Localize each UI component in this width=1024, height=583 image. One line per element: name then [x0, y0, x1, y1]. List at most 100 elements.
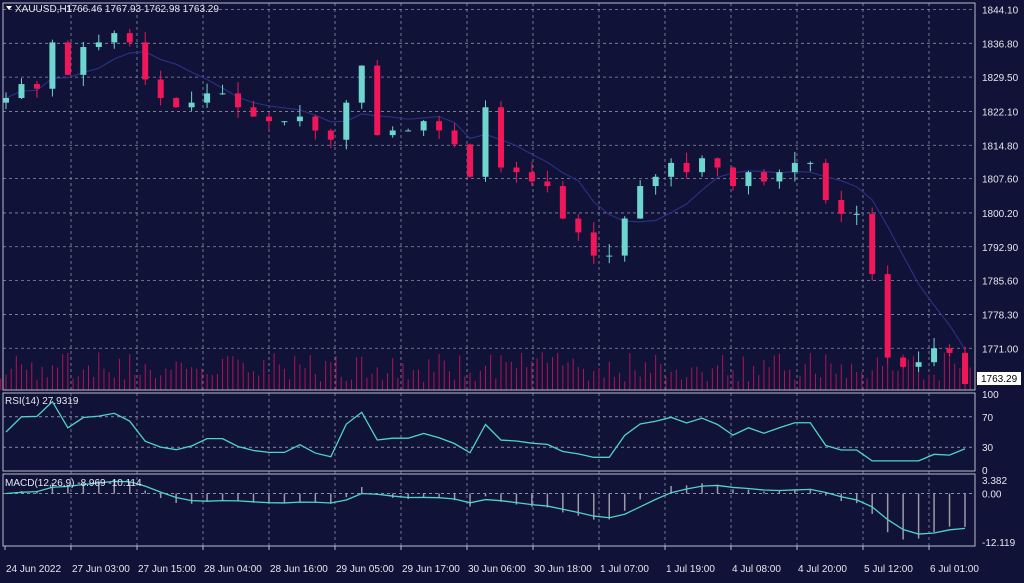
- candle-body: [590, 232, 597, 256]
- rsi-tick-label: 0: [982, 466, 988, 477]
- candle-body: [451, 130, 458, 145]
- candle-body: [142, 42, 149, 80]
- symbol-header: XAUUSD,H1: [15, 4, 73, 15]
- candle-body: [838, 199, 845, 214]
- candle-body: [699, 158, 706, 173]
- ohlc-header: 1766.46 1767.93 1762.98 1763.29: [66, 4, 219, 15]
- candle-body: [745, 172, 752, 187]
- candle-body: [760, 172, 767, 182]
- candle-body: [49, 42, 56, 89]
- candle-body: [436, 121, 443, 131]
- candle-body: [296, 116, 303, 122]
- candle-body: [776, 172, 783, 182]
- macd-frame: [2, 473, 976, 547]
- time-tick-label: 30 Jun 18:00: [534, 564, 592, 575]
- macd-panel: [5, 479, 966, 540]
- candle-body: [791, 162, 798, 173]
- candle-body: [18, 84, 25, 99]
- macd-tick-label: 0.00: [982, 490, 1002, 501]
- candle-body: [915, 362, 922, 367]
- candle-body: [528, 172, 535, 182]
- time-tick-label: 29 Jun 05:00: [336, 564, 394, 575]
- candle-body: [3, 98, 9, 103]
- candle-body: [157, 79, 164, 99]
- candle-body: [606, 255, 613, 257]
- candle-body: [420, 121, 427, 131]
- rsi-label: RSI(14) 27.9319: [5, 396, 79, 407]
- candle-body: [33, 84, 40, 89]
- candle-body: [807, 162, 814, 164]
- panel-frames: [2, 2, 976, 547]
- rsi-tick-label: 70: [982, 413, 994, 424]
- candle-body: [467, 144, 474, 177]
- time-tick-label: 27 Jun 03:00: [72, 564, 130, 575]
- moving-average: [5, 51, 966, 350]
- candle-body: [265, 116, 272, 122]
- time-tick-label: 1 Jul 07:00: [600, 564, 649, 575]
- candle-body: [250, 107, 257, 117]
- candle-body: [513, 167, 520, 173]
- candle-body: [853, 213, 860, 215]
- rsi-tick-label: 100: [982, 390, 999, 401]
- candle-body: [946, 348, 953, 353]
- candle-body: [374, 65, 381, 136]
- candle-body: [343, 102, 350, 140]
- price-tick-label: 1829.50: [982, 73, 1019, 84]
- time-tick-label: 30 Jun 06:00: [468, 564, 526, 575]
- time-tick-label: 5 Jul 12:00: [864, 564, 913, 575]
- candle-body: [80, 47, 87, 75]
- time-tick-label: 27 Jun 15:00: [138, 564, 196, 575]
- macd-signal-line: [5, 480, 966, 535]
- time-tick-label: 24 Jun 2022: [6, 564, 61, 575]
- candle-body: [173, 98, 180, 108]
- candle-body: [962, 352, 968, 385]
- candle-body: [668, 162, 675, 177]
- candle-body: [900, 357, 907, 367]
- rsi-frame: [2, 392, 976, 472]
- main-frame: [2, 2, 976, 391]
- rsi-line: [5, 400, 966, 462]
- price-tick-label: 1792.90: [982, 243, 1019, 254]
- candle-body: [729, 167, 736, 187]
- current-price-marker: [977, 372, 1021, 385]
- axes: 1844.10 1836.80 1829.50 1822.10 1814.80 1807.…: [4, 5, 1019, 575]
- rsi-tick-label: 30: [982, 443, 994, 454]
- candle-body: [95, 42, 102, 48]
- price-tick-label: 1807.60: [982, 175, 1019, 186]
- candle-body: [64, 42, 71, 75]
- candle-body: [869, 213, 876, 275]
- dropdown-triangle-icon[interactable]: [6, 6, 12, 10]
- time-tick-label: 1 Jul 19:00: [666, 564, 715, 575]
- candle-body: [111, 33, 118, 43]
- ma-line: [5, 51, 966, 350]
- candle-body: [126, 33, 133, 43]
- candles: [3, 29, 968, 385]
- price-tick-label: 1814.80: [982, 141, 1019, 152]
- candle-body: [188, 102, 195, 108]
- time-tick-label: 29 Jun 17:00: [402, 564, 460, 575]
- candle-body: [235, 93, 242, 108]
- candle-body: [621, 218, 628, 256]
- price-tick-label: 1771.00: [982, 344, 1019, 355]
- candle-body: [637, 186, 644, 219]
- candle-body: [219, 93, 226, 95]
- volume-bars: [0, 352, 971, 390]
- candle-body: [327, 130, 334, 140]
- candle-body: [482, 107, 489, 177]
- time-tick-label: 28 Jun 16:00: [270, 564, 328, 575]
- candle-body: [652, 176, 659, 187]
- time-tick-label: 28 Jun 04:00: [204, 564, 262, 575]
- candle-body: [204, 93, 211, 103]
- rsi-panel: [5, 400, 966, 462]
- current-price-label: 1763.29: [981, 374, 1018, 385]
- candle-body: [358, 65, 365, 103]
- candle-body: [575, 218, 582, 233]
- candle-body: [559, 186, 566, 219]
- price-tick-label: 1785.60: [982, 277, 1019, 288]
- candle-body: [884, 274, 891, 358]
- macd-label: MACD(12,26,9) -8.969 -10.114: [5, 478, 142, 489]
- time-tick-label: 6 Jul 01:00: [930, 564, 979, 575]
- candle-body: [281, 121, 288, 123]
